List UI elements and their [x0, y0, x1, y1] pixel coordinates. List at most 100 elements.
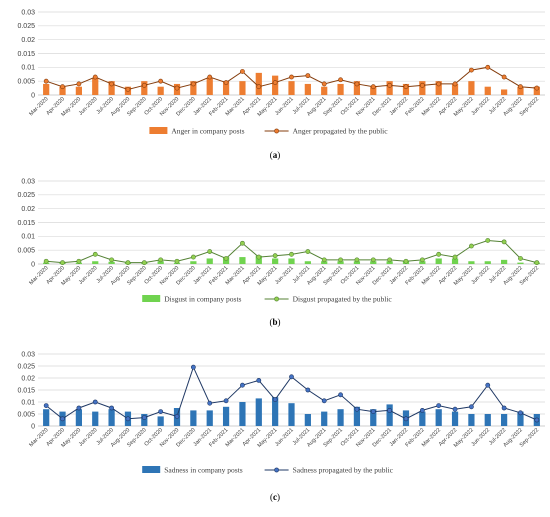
panel-caption: (a) — [270, 150, 281, 160]
line-point — [501, 74, 507, 80]
line-point — [92, 74, 98, 80]
bar — [92, 261, 99, 264]
line-point — [534, 417, 540, 423]
line-point — [256, 84, 262, 90]
line-point — [60, 260, 65, 266]
bar — [468, 261, 475, 264]
line-point — [190, 81, 196, 87]
bar — [157, 261, 164, 264]
line-point — [501, 405, 507, 411]
line-point — [419, 257, 425, 263]
bar — [484, 261, 491, 264]
line-point — [207, 74, 213, 80]
line-point — [289, 374, 294, 380]
y-tick-label: 0.01 — [21, 65, 35, 72]
bar — [239, 402, 246, 426]
line-point — [403, 258, 409, 264]
line-point — [321, 398, 327, 404]
line-point — [338, 392, 343, 398]
bar — [157, 416, 164, 426]
legend-label-bar: Disgust in company posts — [164, 295, 241, 304]
line-point — [370, 84, 376, 90]
line-point — [60, 416, 65, 422]
y-tick-label: 0.025 — [17, 363, 35, 370]
line-point — [305, 73, 311, 79]
bar — [304, 261, 311, 264]
line-point — [125, 416, 131, 422]
line-point — [240, 240, 245, 246]
bar — [468, 81, 475, 95]
bar — [272, 258, 279, 264]
line-point — [452, 406, 458, 412]
bar — [288, 81, 295, 95]
bar — [370, 86, 377, 95]
bar — [501, 89, 508, 95]
bar — [206, 258, 213, 264]
line-point — [534, 85, 540, 91]
line-point — [354, 406, 360, 412]
line-point — [338, 257, 343, 263]
line-point — [240, 69, 245, 74]
legend: Disgust in company posts Disgust propagat… — [142, 295, 392, 304]
line-point — [125, 260, 131, 266]
line-point — [370, 409, 376, 414]
line-point — [223, 80, 229, 85]
line-point — [354, 257, 360, 263]
line-point — [469, 404, 474, 410]
bar — [402, 83, 410, 95]
line-point — [141, 260, 147, 266]
line-point — [419, 407, 425, 413]
bar — [386, 261, 393, 264]
line-point — [207, 400, 213, 406]
line-point — [256, 377, 262, 383]
legend-swatch-bar — [142, 295, 161, 302]
bar — [190, 81, 197, 95]
legend: Sadness in company posts Sadness propagat… — [142, 466, 394, 475]
bar — [321, 261, 328, 264]
bar — [206, 410, 213, 426]
bar — [255, 255, 262, 264]
line-point — [272, 253, 278, 259]
bar — [370, 409, 377, 426]
bar — [190, 261, 197, 264]
panel-caption: (c) — [270, 492, 280, 502]
line-point — [387, 407, 393, 413]
bar — [222, 81, 230, 95]
line-point — [76, 258, 82, 264]
y-tick-label: 0.015 — [17, 220, 35, 227]
line-point — [240, 382, 245, 388]
y-tick-label: 0.005 — [17, 248, 35, 255]
bar — [255, 72, 262, 95]
line-point — [534, 260, 540, 266]
y-tick-label: 0 — [31, 423, 35, 430]
y-tick-label: 0.01 — [21, 234, 35, 241]
line-point — [518, 84, 523, 90]
line-point — [518, 256, 523, 261]
bar — [141, 81, 148, 95]
bar — [304, 414, 311, 426]
bar — [435, 409, 442, 426]
line-point — [354, 81, 360, 87]
line-point — [436, 81, 442, 87]
y-tick-label: 0.02 — [21, 37, 35, 44]
bar — [533, 86, 540, 95]
line-point — [321, 81, 327, 87]
y-tick-label: 0 — [31, 92, 35, 99]
line-point — [403, 416, 409, 422]
line-point — [485, 64, 491, 70]
bar — [517, 262, 524, 264]
bar — [419, 81, 426, 95]
bar — [517, 411, 524, 426]
bar — [468, 414, 475, 426]
bar — [157, 86, 164, 95]
line-point — [305, 387, 311, 393]
bar — [386, 81, 393, 95]
line-point — [485, 238, 491, 243]
legend-swatch-marker — [274, 128, 279, 134]
bar — [108, 409, 115, 426]
bar — [239, 257, 246, 264]
bar — [517, 86, 524, 95]
line-point — [141, 82, 147, 88]
